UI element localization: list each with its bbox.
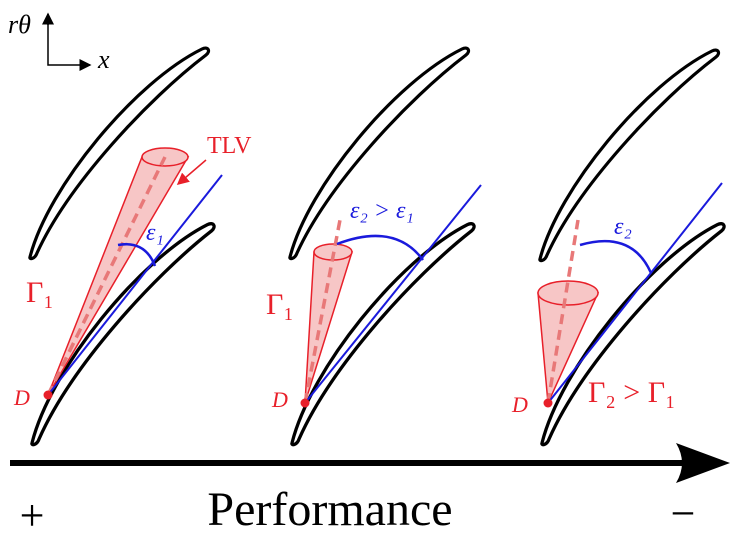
diagram: rθ x TLV ε₁ Γ₁ D ε₂ > ε₁ Γ₁ D bbox=[0, 0, 741, 535]
gamma-label: Γ₂ > Γ₁ bbox=[588, 376, 676, 409]
coordinate-axes: rθ x bbox=[8, 10, 110, 74]
arrow-label: Performance bbox=[207, 483, 452, 535]
epsilon-label: ε₂ > ε₁ bbox=[350, 198, 414, 224]
panel-1: TLV ε₁ Γ₁ D bbox=[13, 48, 252, 445]
epsilon-label: ε₁ bbox=[146, 220, 164, 246]
epsilon-label: ε₂ bbox=[614, 214, 632, 240]
point-label: D bbox=[271, 387, 288, 412]
arrow-start: + bbox=[20, 491, 45, 535]
performance-arrow: Performance + − bbox=[10, 443, 730, 535]
gamma-label: Γ₁ bbox=[266, 288, 294, 321]
panel-3: ε₂ Γ₂ > Γ₁ D bbox=[511, 50, 724, 445]
tlv-label: TLV bbox=[207, 133, 252, 159]
point-label: D bbox=[511, 392, 528, 417]
y-axis-label: rθ bbox=[8, 10, 31, 39]
point-label: D bbox=[13, 385, 30, 410]
gamma-label: Γ₁ bbox=[26, 276, 54, 309]
panel-2: ε₂ > ε₁ Γ₁ D bbox=[266, 48, 481, 445]
x-axis-label: x bbox=[97, 45, 110, 74]
arrow-end: − bbox=[671, 489, 696, 535]
